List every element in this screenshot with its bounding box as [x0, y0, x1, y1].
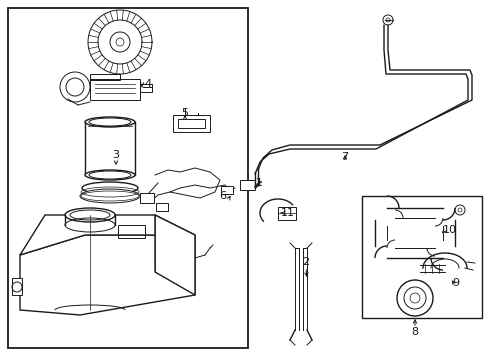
Polygon shape — [155, 215, 195, 295]
Polygon shape — [278, 207, 295, 220]
Ellipse shape — [82, 182, 138, 194]
Polygon shape — [240, 180, 254, 190]
Polygon shape — [221, 186, 232, 194]
Text: 9: 9 — [451, 278, 459, 288]
Text: 10: 10 — [442, 225, 456, 235]
Text: 5: 5 — [181, 108, 188, 118]
Polygon shape — [12, 278, 22, 295]
Polygon shape — [156, 203, 168, 211]
Text: 6: 6 — [219, 191, 226, 201]
Text: 11: 11 — [281, 208, 294, 218]
Ellipse shape — [85, 170, 135, 180]
Ellipse shape — [80, 189, 140, 203]
Text: 4: 4 — [144, 79, 151, 89]
Polygon shape — [20, 235, 195, 315]
Text: 8: 8 — [410, 327, 418, 337]
Ellipse shape — [65, 208, 115, 222]
Text: 1: 1 — [255, 178, 262, 188]
Text: 3: 3 — [112, 150, 119, 160]
Text: 2: 2 — [302, 257, 309, 267]
Polygon shape — [20, 215, 195, 255]
Text: 7: 7 — [341, 152, 348, 162]
Ellipse shape — [85, 117, 135, 127]
Polygon shape — [140, 193, 154, 203]
